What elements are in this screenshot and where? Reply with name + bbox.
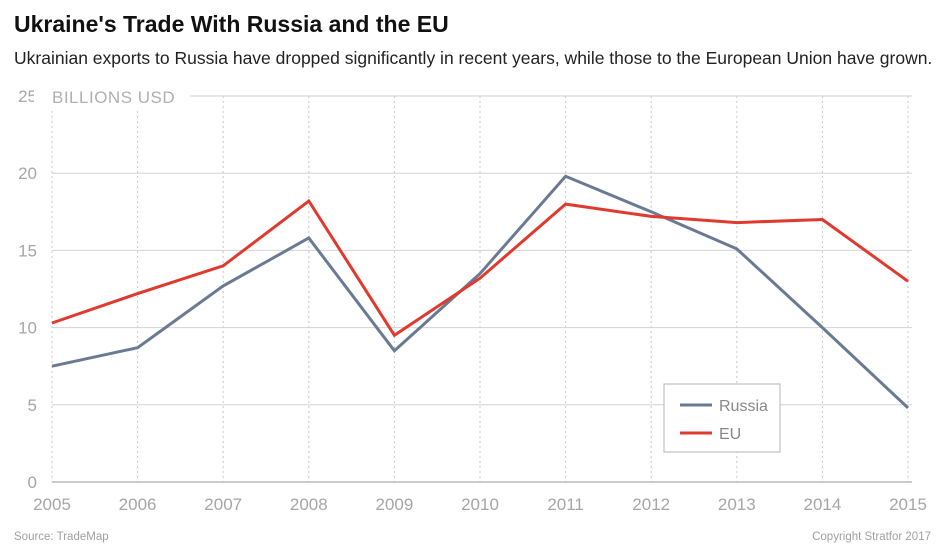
x-tick-label: 2007 <box>204 495 242 514</box>
x-tick-label: 2011 <box>547 495 584 514</box>
chart-title: Ukraine's Trade With Russia and the EU <box>14 11 449 37</box>
x-tick-label: 2010 <box>461 495 499 514</box>
copyright-note: Copyright Stratfor 2017 <box>812 531 931 543</box>
legend-label-eu: EU <box>719 426 741 443</box>
y-tick-label: 15 <box>18 241 37 260</box>
x-tick-label: 2006 <box>119 495 157 514</box>
y-tick-label: 5 <box>28 396 37 415</box>
x-tick-label: 2014 <box>803 495 841 514</box>
legend-box <box>663 383 781 453</box>
source-note: Source: TradeMap <box>14 531 109 543</box>
legend-label-russia: Russia <box>719 398 768 415</box>
x-tick-label: 2005 <box>33 495 71 514</box>
y-tick-label: 0 <box>28 473 37 492</box>
series-line-eu <box>51 198 909 338</box>
legend: Russia EU <box>663 383 781 453</box>
y-tick-label: 10 <box>18 319 37 338</box>
x-tick-label: 2008 <box>290 495 328 514</box>
chart-subtitle: Ukrainian exports to Russia have dropped… <box>14 48 932 68</box>
y-tick-label: 25 <box>18 87 37 106</box>
y-axis-unit-label: BILLIONS USD <box>52 88 175 107</box>
x-tick-label: 2009 <box>375 495 413 514</box>
x-tick-label: 2015 <box>889 495 927 514</box>
y-tick-label: 20 <box>18 164 37 183</box>
x-tick-label: 2013 <box>718 495 756 514</box>
grid: 0 5 10 15 20 25 2005 2006 2007 2008 2009 2010 2011 20… <box>18 87 927 514</box>
series-line-russia <box>51 174 910 409</box>
unit-label-background <box>34 86 190 108</box>
series-layer <box>51 174 910 409</box>
x-tick-label: 2012 <box>632 495 670 514</box>
